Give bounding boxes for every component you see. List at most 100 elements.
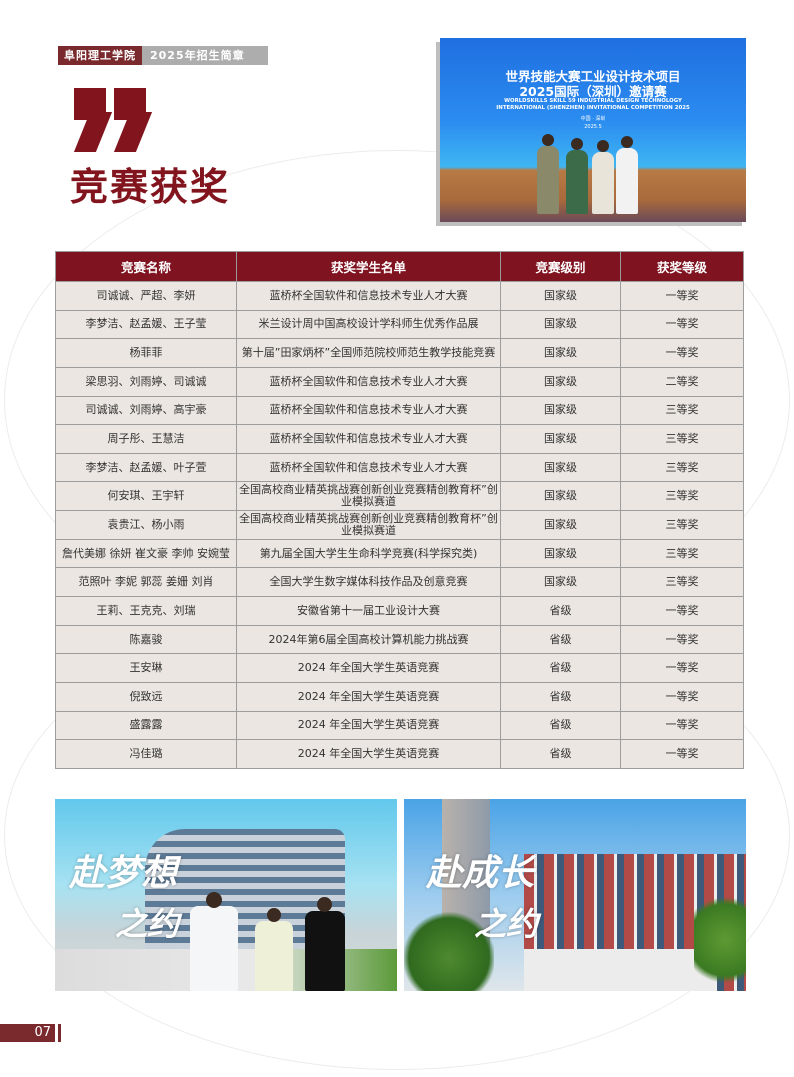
person: [255, 908, 293, 991]
calligraphy-text: 之约: [474, 905, 539, 943]
award-level-cell: 二等奖: [620, 366, 744, 397]
column-header: 竞赛名称: [55, 251, 237, 282]
student-names-cell: 司诚诚、严超、李妍: [55, 281, 237, 311]
award-level-cell: 三等奖: [620, 510, 744, 540]
award-level-cell: 一等奖: [620, 281, 744, 311]
student-names-cell: 司诚诚、刘雨婷、高宇豪: [55, 395, 237, 426]
student-names-cell: 倪致远: [55, 681, 237, 712]
competition-name-cell: 第十届”田家炳杯”全国师范院校师范生教学技能竞赛: [236, 338, 501, 368]
competition-level-cell: 国家级: [500, 338, 621, 368]
competition-level-cell: 省级: [500, 710, 621, 741]
competition-name-cell: 2024 年全国大学生英语竞赛: [236, 681, 501, 712]
photo-location: 中国 · 深圳: [580, 116, 606, 122]
person: [537, 134, 559, 214]
competition-level-cell: 省级: [500, 596, 621, 626]
table-row: 范照叶 李妮 郭蕊 姜姗 刘肖 全国大学生数字媒体科技作品及创意竞赛 国家级 三等奖: [55, 567, 744, 598]
column-header: 竞赛级别: [500, 251, 621, 282]
photo-title-line2: 2025国际（深圳）邀请赛: [519, 84, 667, 99]
competition-name-cell: 全国高校商业精英挑战赛创新创业竞赛精创教育杯”创业模拟赛道: [236, 510, 501, 540]
table-row: 王莉、王克克、刘瑞 安徽省第十一届工业设计大赛 省级 一等奖: [55, 596, 744, 626]
calligraphy-text: 之约: [115, 905, 180, 943]
student-names-cell: 范照叶 李妮 郭蕊 姜姗 刘肖: [55, 567, 237, 598]
competition-name-cell: 2024 年全国大学生英语竞赛: [236, 739, 501, 769]
student-names-cell: 何安琪、王宇轩: [55, 481, 237, 512]
column-header: 获奖等级: [620, 251, 744, 282]
competition-level-cell: 省级: [500, 681, 621, 712]
competition-level-cell: 国家级: [500, 538, 621, 569]
table-row: 盛露露 2024 年全国大学生英语竞赛 省级 一等奖: [55, 710, 744, 741]
person: [592, 140, 614, 214]
person: [190, 892, 238, 991]
competition-level-cell: 国家级: [500, 510, 621, 540]
competition-name-cell: 蓝桥杯全国软件和信息技术专业人才大赛: [236, 424, 501, 454]
competition-level-cell: 省级: [500, 624, 621, 655]
competition-name-cell: 全国高校商业精英挑战赛创新创业竞赛精创教育杯”创业模拟赛道: [236, 481, 501, 512]
student-names-cell: 詹代美娜 徐妍 崔文豪 李帅 安婉莹: [55, 538, 237, 569]
student-names-cell: 李梦洁、赵孟媛、王子莹: [55, 309, 237, 340]
competition-level-cell: 国家级: [500, 452, 621, 483]
student-names-cell: 王莉、王克克、刘瑞: [55, 596, 237, 626]
table-row: 杨菲菲 第十届”田家炳杯”全国师范院校师范生教学技能竞赛 国家级 一等奖: [55, 338, 744, 368]
photo-english-line2: INTERNATIONAL (SHENZHEN) INVITATIONAL CO…: [496, 105, 690, 111]
award-ceremony-photo: 世界技能大赛工业设计技术项目 2025国际（深圳）邀请赛 WORLDSKILLS…: [440, 38, 746, 222]
page-number: 07: [0, 1024, 55, 1042]
photo-english-line1: WORLDSKILLS SKILL 59 INDUSTRIAL DESIGN T…: [504, 98, 682, 104]
calligraphy-text: 赴梦想: [69, 853, 178, 894]
award-level-cell: 三等奖: [620, 452, 744, 483]
table-row: 詹代美娜 徐妍 崔文豪 李帅 安婉莹 第九届全国大学生生命科学竞赛(科学探究类) 国…: [55, 538, 744, 569]
table-header-row: 竞赛名称 获奖学生名单 竞赛级别 获奖等级: [55, 251, 744, 282]
table-row: 李梦洁、赵孟媛、叶子萱 蓝桥杯全国软件和信息技术专业人才大赛 国家级 三等奖: [55, 452, 744, 483]
competition-name-cell: 全国大学生数字媒体科技作品及创意竞赛: [236, 567, 501, 598]
competition-level-cell: 国家级: [500, 395, 621, 426]
photo-date: 2025.5: [584, 124, 602, 130]
table-row: 司诚诚、刘雨婷、高宇豪 蓝桥杯全国软件和信息技术专业人才大赛 国家级 三等奖: [55, 395, 744, 426]
quote-mark-icon: [74, 88, 146, 150]
competition-name-cell: 2024年第6届全国高校计算机能力挑战赛: [236, 624, 501, 655]
tree: [404, 909, 494, 991]
award-level-cell: 一等奖: [620, 710, 744, 741]
student-names-cell: 梁思羽、刘雨婷、司诚诚: [55, 366, 237, 397]
award-level-cell: 三等奖: [620, 424, 744, 454]
competition-name-cell: 第九届全国大学生生命科学竞赛(科学探究类): [236, 538, 501, 569]
award-level-cell: 一等奖: [620, 624, 744, 655]
student-names-cell: 盛露露: [55, 710, 237, 741]
brochure-subtitle: 2025年招生简章: [142, 46, 268, 65]
competition-level-cell: 国家级: [500, 424, 621, 454]
student-names-cell: 李梦洁、赵孟媛、叶子萱: [55, 452, 237, 483]
competition-level-cell: 国家级: [500, 309, 621, 340]
competition-name-cell: 蓝桥杯全国软件和信息技术专业人才大赛: [236, 452, 501, 483]
table-row: 陈嘉骏 2024年第6届全国高校计算机能力挑战赛 省级 一等奖: [55, 624, 744, 655]
award-level-cell: 三等奖: [620, 538, 744, 569]
table-row: 何安琪、王宇轩 全国高校商业精英挑战赛创新创业竞赛精创教育杯”创业模拟赛道 国家级三…: [55, 481, 744, 512]
page-title: 竞赛获奖: [70, 165, 231, 209]
header-tag: 阜阳理工学院 2025年招生简章: [58, 46, 268, 65]
award-level-cell: 三等奖: [620, 567, 744, 598]
competition-name-cell: 蓝桥杯全国软件和信息技术专业人才大赛: [236, 281, 501, 311]
photo-title-line1: 世界技能大赛工业设计技术项目: [505, 69, 681, 84]
competition-level-cell: 国家级: [500, 481, 621, 512]
person: [566, 138, 588, 214]
competition-level-cell: 国家级: [500, 366, 621, 397]
competition-level-cell: 国家级: [500, 567, 621, 598]
competition-name-cell: 安徽省第十一届工业设计大赛: [236, 596, 501, 626]
competition-name-cell: 2024 年全国大学生英语竞赛: [236, 653, 501, 683]
awards-table: 竞赛名称 获奖学生名单 竞赛级别 获奖等级 司诚诚、严超、李妍 蓝桥杯全国软件和信…: [55, 251, 744, 769]
competition-name-cell: 蓝桥杯全国软件和信息技术专业人才大赛: [236, 395, 501, 426]
award-level-cell: 一等奖: [620, 653, 744, 683]
student-names-cell: 袁贵江、杨小雨: [55, 510, 237, 540]
table-row: 李梦洁、赵孟媛、王子莹 米兰设计周中国高校设计学科师生优秀作品展 国家级 一等奖: [55, 309, 744, 340]
table-row: 司诚诚、严超、李妍 蓝桥杯全国软件和信息技术专业人才大赛 国家级 一等奖: [55, 281, 744, 311]
award-level-cell: 三等奖: [620, 481, 744, 512]
person: [616, 136, 638, 214]
page-number-bar: [58, 1024, 61, 1042]
person: [305, 897, 345, 991]
award-level-cell: 一等奖: [620, 681, 744, 712]
competition-level-cell: 省级: [500, 653, 621, 683]
award-level-cell: 三等奖: [620, 395, 744, 426]
award-level-cell: 一等奖: [620, 338, 744, 368]
calligraphy-text: 赴成长: [426, 853, 535, 894]
competition-name-cell: 蓝桥杯全国软件和信息技术专业人才大赛: [236, 366, 501, 397]
student-names-cell: 杨菲菲: [55, 338, 237, 368]
table-row: 倪致远 2024 年全国大学生英语竞赛 省级 一等奖: [55, 681, 744, 712]
award-level-cell: 一等奖: [620, 739, 744, 769]
